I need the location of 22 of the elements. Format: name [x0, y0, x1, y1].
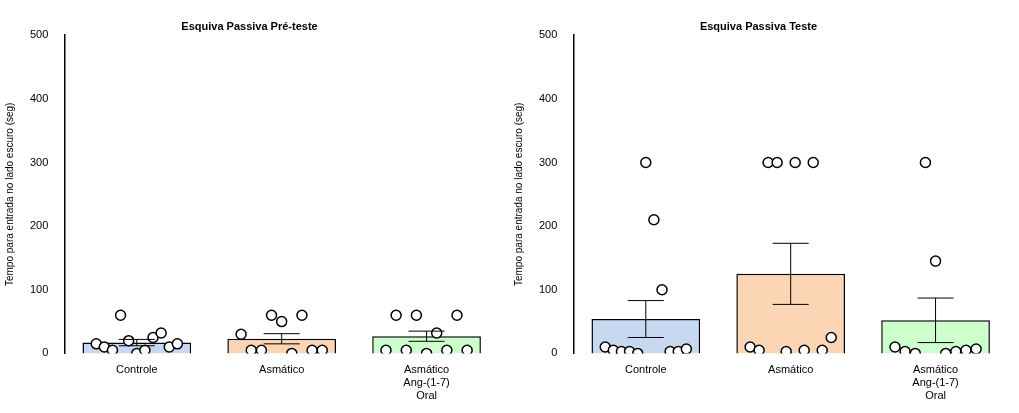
y-tick-label: 200 — [29, 219, 49, 232]
chart-title: Esquiva Passiva Teste — [699, 19, 818, 32]
y-tick-label: 400 — [29, 91, 49, 104]
x-tick-label: Controle — [116, 363, 158, 376]
y-tick-label: 300 — [538, 155, 558, 168]
y-axis-title: Tempo para entrada no lado escuro (seg) — [512, 102, 524, 287]
y-tick-label: 100 — [29, 282, 49, 295]
chart-title: Esquiva Passiva Pré-teste — [181, 19, 318, 32]
y-tick-label: 0 — [42, 346, 49, 359]
x-tick-label: Asmático — [259, 363, 305, 376]
y-tick-label: 0 — [551, 346, 558, 359]
x-tick-label: Asmático Ang-(1-7) Oral — [403, 363, 450, 402]
y-tick-label: 500 — [29, 28, 49, 41]
y-tick-label: 500 — [538, 28, 558, 41]
y-tick-label: 400 — [538, 91, 558, 104]
x-tick-label: Asmático Ang-(1-7) Oral — [912, 363, 959, 402]
y-tick-label: 100 — [538, 282, 558, 295]
y-tick-label: 200 — [538, 219, 558, 232]
y-axis-title: Tempo para entrada no lado escuro (seg) — [3, 102, 15, 287]
x-tick-label: Controle — [625, 363, 667, 376]
x-tick-label: Asmático — [768, 363, 814, 376]
y-tick-label: 300 — [29, 155, 49, 168]
